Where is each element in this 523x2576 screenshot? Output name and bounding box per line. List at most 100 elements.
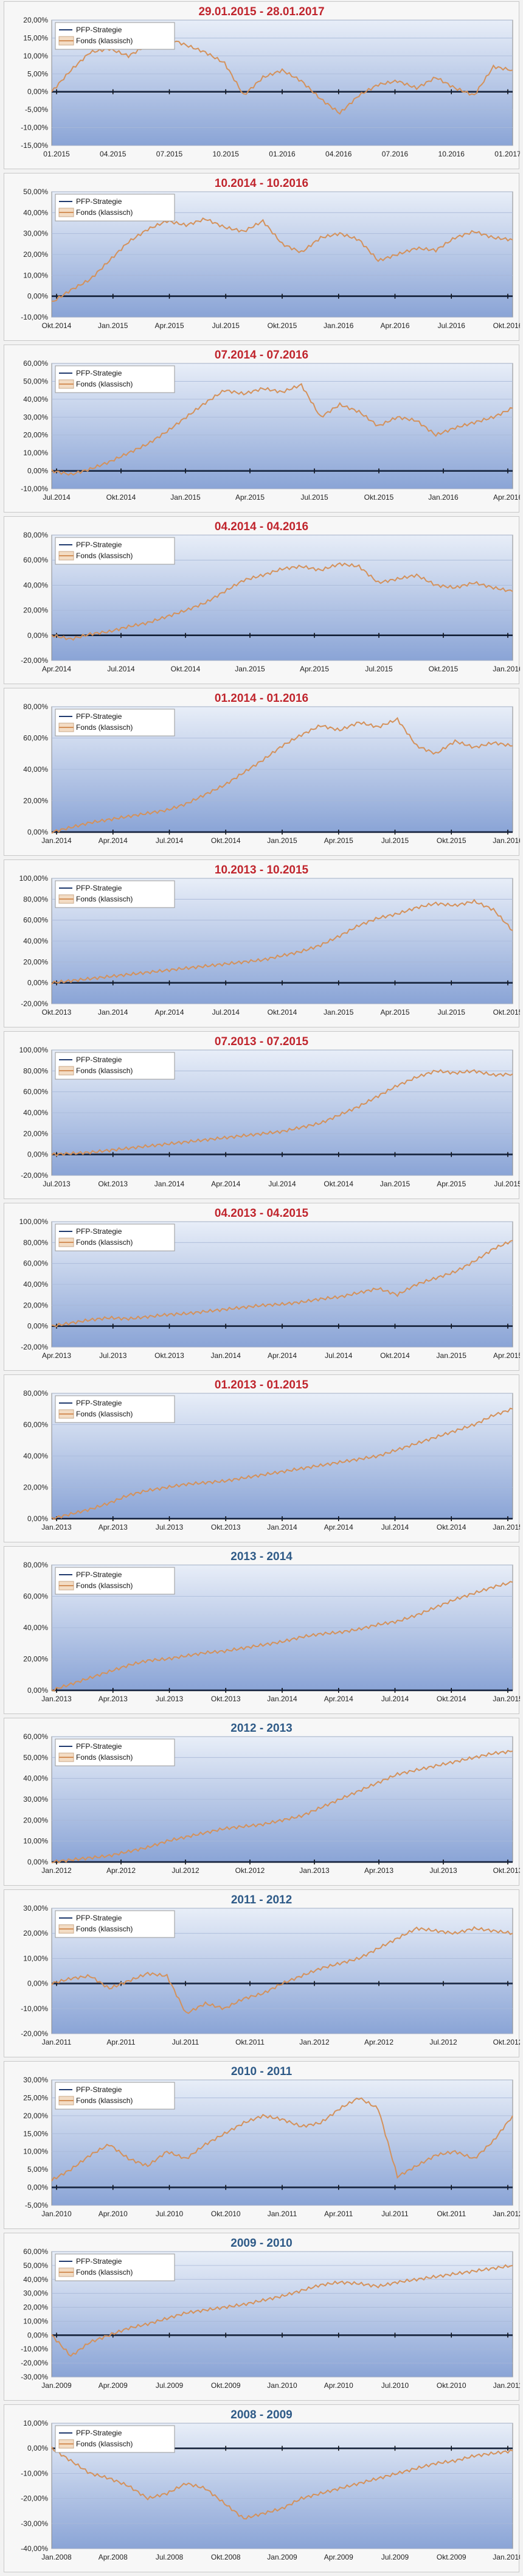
y-tick-label: 20,00%: [23, 2112, 48, 2120]
legend-label-pfp: PFP-Strategie: [76, 712, 122, 721]
y-tick-label: 0,00%: [27, 88, 48, 96]
legend-label-pfp: PFP-Strategie: [76, 1055, 122, 1064]
x-tick-label: Apr.2014: [99, 836, 128, 845]
x-tick-label: 10.2015: [213, 150, 240, 158]
y-tick-label: 60,00%: [23, 1259, 48, 1268]
y-tick-label: -30,00%: [21, 2373, 48, 2381]
y-tick-label: -5,00%: [25, 2201, 48, 2210]
x-tick-label: 04.2015: [100, 150, 126, 158]
y-tick-label: 80,00%: [23, 531, 48, 539]
x-tick-label: Jul.2014: [156, 836, 184, 845]
y-tick-label: 20,00%: [23, 250, 48, 259]
y-tick-label: 20,00%: [23, 1129, 48, 1138]
y-tick-label: 40,00%: [23, 1623, 48, 1632]
y-tick-label: 10,00%: [23, 1954, 48, 1962]
x-tick-label: Apr.2013: [42, 1351, 71, 1360]
legend-box: [55, 537, 175, 565]
y-tick-label: 60,00%: [23, 556, 48, 564]
y-tick-label: 80,00%: [23, 1066, 48, 1075]
x-tick-label: Okt.2014: [380, 1351, 410, 1360]
x-tick-label: Jan.2011: [42, 2038, 72, 2046]
y-tick-label: 60,00%: [23, 2247, 48, 2256]
x-tick-label: Jan.2014: [211, 1351, 241, 1360]
x-tick-label: Jan.2008: [41, 2553, 72, 2561]
y-tick-label: -10,00%: [21, 485, 48, 493]
series-line-fonds-klassisch: [51, 383, 513, 476]
y-tick-label: 0,00%: [27, 1858, 48, 1866]
x-tick-label: Okt.2015: [429, 665, 459, 673]
chart-panel: 2011 - 2012 -20,00% -10,00% 0,00% 10,00% 20,0…: [4, 1889, 520, 2057]
x-tick-label: Jan.2010: [41, 2210, 72, 2218]
line-chart: -20,00% 0,00% 20,00% 40,00% 60,00% 80,00% 100,…: [19, 1217, 520, 1360]
y-tick-label: -15,00%: [21, 141, 48, 150]
chart-title: 01.2014 - 01.2016: [214, 692, 309, 705]
series-line-fonds-klassisch: [51, 1069, 513, 1157]
line-chart: -20,00% 0,00% 20,00% 40,00% 60,00% 80,00% 100,…: [19, 1046, 520, 1188]
legend: PFP-Strategie Fonds (klassisch): [55, 1567, 175, 1595]
y-tick-label: 60,00%: [23, 734, 48, 743]
x-tick-label: Apr.2015: [380, 1008, 409, 1017]
legend: PFP-Strategie Fonds (klassisch): [55, 537, 175, 565]
y-tick-label: 100,00%: [19, 1046, 49, 1054]
y-tick-label: 20,00%: [23, 957, 48, 966]
x-tick-label: Apr.2014: [154, 1008, 184, 1017]
legend-label-pfp: PFP-Strategie: [76, 2429, 122, 2437]
legend-label-fonds: Fonds (klassisch): [76, 208, 133, 217]
x-tick-label: Apr.2016: [493, 493, 520, 502]
x-tick-label: Okt.2012: [235, 1866, 265, 1875]
x-tick-label: Jul.2015: [300, 493, 328, 502]
chart-title: 01.2013 - 01.2015: [214, 1379, 309, 1391]
legend-box: [55, 880, 175, 908]
y-tick-label: 0,00%: [27, 2183, 48, 2192]
legend: PFP-Strategie Fonds (klassisch): [55, 1052, 175, 1080]
x-tick-label: Jan.2015: [493, 1695, 520, 1703]
x-tick-label: Okt.2014: [42, 321, 72, 330]
x-tick-label: Apr.2014: [324, 1523, 353, 1531]
x-tick-label: Okt.2009: [437, 2553, 466, 2561]
x-tick-label: 10.2016: [438, 150, 465, 158]
legend-box: [55, 2082, 175, 2110]
line-chart: -15,00% -10,00% -5,00% 0,00% 5,00% 10,00% 15,0…: [21, 16, 520, 158]
x-tick-label: 01.2015: [43, 150, 70, 158]
x-tick-label: Jan.2013: [41, 1695, 72, 1703]
x-tick-label: Jul.2012: [171, 1866, 199, 1875]
x-tick-label: Jan.2012: [41, 1866, 72, 1875]
x-tick-label: Jul.2014: [107, 665, 135, 673]
legend-label-pfp: PFP-Strategie: [76, 1742, 122, 1751]
y-tick-label: -20,00%: [21, 2494, 48, 2503]
legend: PFP-Strategie Fonds (klassisch): [55, 2082, 175, 2110]
legend-label-fonds: Fonds (klassisch): [76, 380, 133, 388]
x-tick-label: Okt.2013: [98, 1180, 128, 1188]
y-tick-label: 60,00%: [23, 1732, 48, 1741]
y-tick-label: -10,00%: [21, 313, 48, 321]
x-tick-label: Okt.2008: [211, 2553, 241, 2561]
y-tick-label: 20,00%: [23, 1483, 48, 1492]
legend-label-pfp: PFP-Strategie: [76, 541, 122, 549]
legend: PFP-Strategie Fonds (klassisch): [55, 1738, 175, 1766]
y-tick-label: 40,00%: [23, 1280, 48, 1289]
y-tick-label: -20,00%: [21, 999, 48, 1008]
legend-box: [55, 22, 175, 50]
legend-label-pfp: PFP-Strategie: [76, 1570, 122, 1579]
x-tick-label: Jan.2013: [299, 1866, 330, 1875]
x-tick-label: Jul.2014: [43, 493, 71, 502]
x-tick-label: Jan.2010: [493, 2553, 520, 2561]
x-tick-label: Apr.2012: [106, 1866, 136, 1875]
y-tick-label: 0,00%: [27, 1686, 48, 1695]
x-tick-label: Jan.2015: [380, 1180, 410, 1188]
y-tick-label: 80,00%: [23, 1389, 48, 1398]
x-tick-label: Jan.2015: [437, 1351, 467, 1360]
legend: PFP-Strategie Fonds (klassisch): [55, 2253, 175, 2281]
legend-label-fonds: Fonds (klassisch): [76, 1925, 133, 1933]
y-tick-label: 20,00%: [23, 2303, 48, 2312]
x-tick-label: Jan.2009: [41, 2381, 72, 2390]
chart-title: 2009 - 2010: [230, 2237, 293, 2250]
x-tick-label: Okt.2014: [437, 1523, 466, 1531]
x-tick-label: Apr.2013: [99, 1695, 128, 1703]
y-tick-label: 20,00%: [23, 16, 48, 24]
y-tick-label: 80,00%: [23, 1238, 48, 1247]
legend-label-pfp: PFP-Strategie: [76, 884, 122, 892]
chart-title: 10.2013 - 10.2015: [214, 864, 309, 877]
series-line-fonds-klassisch: [51, 2264, 513, 2357]
chart-panel: 07.2014 - 07.2016 -10,00% 0,00% 10,00% 20,00…: [4, 345, 520, 513]
